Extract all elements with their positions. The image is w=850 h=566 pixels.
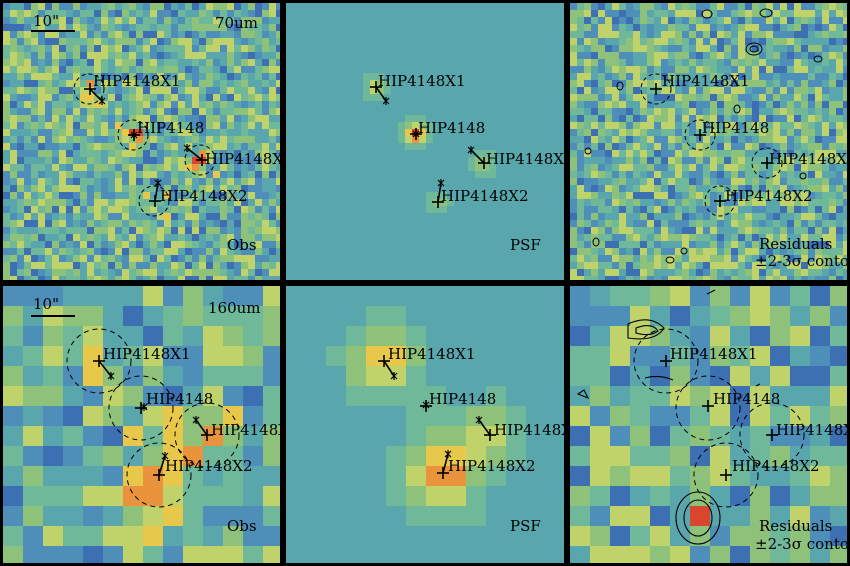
caption: Obs [227,517,257,535]
source-label-x: HIP4148X [211,421,283,439]
source-label-x2: HIP4148X2 [732,457,820,475]
overlay-70um-residuals [584,8,823,264]
source-label-x2: HIP4148X2 [725,187,813,205]
source-label-x2: HIP4148X2 [448,457,536,475]
overlay-70um-obs [31,30,216,217]
source-label-x3: HIP4148X3 [486,150,567,168]
source-label-x1: HIP4148X1 [388,345,476,363]
map-160um-residuals [570,286,847,563]
source-label-x2: HIP4148X2 [160,187,248,205]
band-label: 70um [215,14,258,32]
caption-line1: Residuals [759,235,833,253]
scale-label: 10" [33,12,59,30]
caption: PSF [510,517,541,535]
source-label-x: HIP4148X [494,421,567,439]
map-70um-psf [286,3,564,280]
source-label-x1: HIP4148X1 [378,72,466,90]
source-label-x2: HIP4148X2 [165,457,253,475]
overlay-70um-psf [370,81,490,208]
caption-line2: ±2-3σ contours [755,252,849,270]
source-label-main: HIP4148 [418,119,486,137]
panel-70um-obs: 10" 70um HIP4148X1 HIP4148 HIP4148X3 HIP… [0,0,283,283]
source-label-x1: HIP4148X1 [103,345,191,363]
band-label: 160um [208,299,261,317]
panel-70um-residuals: HIP4148X1 HIP4148 HIP4148X3 HIP4148X2 Re… [567,0,850,283]
source-label-x3: HIP4148X3 [205,150,283,168]
source-label-x: HIP4148X [776,421,850,439]
panel-160um-psf: HIP4148X1 HIP4148 HIP4148X HIP4148X2 PSF [283,283,567,566]
panel-160um-obs: 10" 160um HIP4148X1 HIP4148 HIP4148X HIP… [0,283,283,566]
map-70um-residuals [570,3,847,280]
source-label-x3: HIP4148X3 [769,150,850,168]
panel-70um-psf: HIP4148X1 HIP4148 HIP4148X3 HIP4148X2 PS… [283,0,567,283]
caption: PSF [510,236,541,254]
source-label-main: HIP4148 [146,390,214,408]
scale-label: 10" [33,295,59,313]
overlay-160um-obs [31,315,240,508]
caption: Obs [227,236,257,254]
map-160um-obs [3,286,280,563]
source-label-x1: HIP4148X1 [93,72,181,90]
source-label-x2: HIP4148X2 [441,187,529,205]
overlay-160um-residuals [576,289,805,545]
source-label-main: HIP4148 [713,390,781,408]
source-label-x1: HIP4148X1 [662,72,750,90]
source-label-main: HIP4148 [429,390,497,408]
caption-line1: Residuals [759,517,833,535]
overlay-160um-psf [378,355,496,479]
source-label-x1: HIP4148X1 [670,345,758,363]
source-label-main: HIP4148 [702,119,770,137]
source-label-main: HIP4148 [137,119,205,137]
caption-line2: ±2-3σ contours [755,535,849,553]
panel-160um-residuals: HIP4148X1 HIP4148 HIP4148X HIP4148X2 Res… [567,283,850,566]
